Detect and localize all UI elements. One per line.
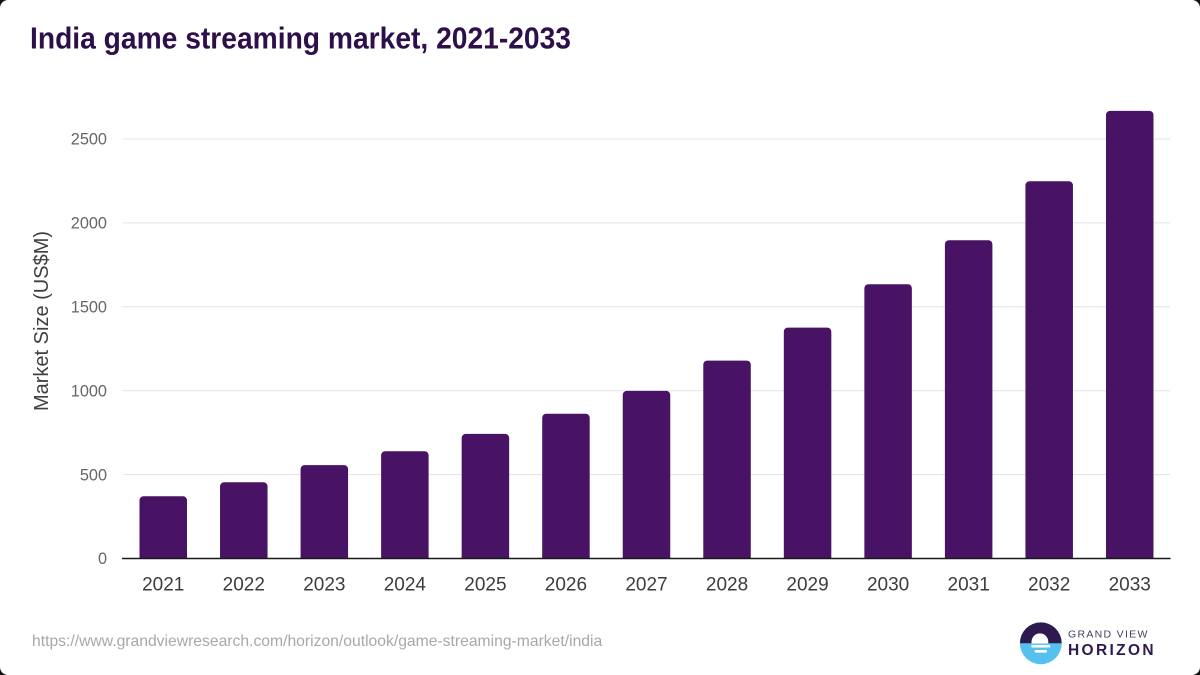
svg-text:2029: 2029	[786, 575, 828, 596]
svg-text:India game streaming market, 2: India game streaming market, 2021-2033	[30, 21, 571, 56]
svg-text:Market Size (US$M): Market Size (US$M)	[31, 231, 53, 411]
svg-text:500: 500	[80, 466, 107, 484]
svg-text:GRAND VIEW: GRAND VIEW	[1068, 629, 1149, 641]
svg-text:2027: 2027	[625, 575, 667, 596]
svg-text:https://www.grandviewresearch.: https://www.grandviewresearch.com/horizo…	[32, 633, 603, 650]
svg-text:0: 0	[98, 550, 107, 568]
svg-text:2030: 2030	[867, 575, 909, 596]
svg-text:1500: 1500	[71, 299, 107, 317]
svg-text:1000: 1000	[71, 382, 107, 400]
svg-text:2500: 2500	[71, 131, 107, 149]
svg-text:2032: 2032	[1028, 575, 1070, 596]
svg-text:2031: 2031	[948, 575, 990, 596]
svg-text:2033: 2033	[1109, 575, 1151, 596]
svg-text:2028: 2028	[706, 575, 748, 596]
svg-text:2022: 2022	[223, 575, 265, 596]
svg-text:2023: 2023	[303, 575, 345, 596]
svg-text:2000: 2000	[71, 215, 107, 233]
svg-text:2025: 2025	[464, 575, 506, 596]
svg-text:2026: 2026	[545, 575, 587, 596]
svg-text:HORIZON: HORIZON	[1068, 642, 1156, 659]
svg-text:2024: 2024	[384, 575, 427, 596]
svg-text:2021: 2021	[142, 575, 184, 596]
